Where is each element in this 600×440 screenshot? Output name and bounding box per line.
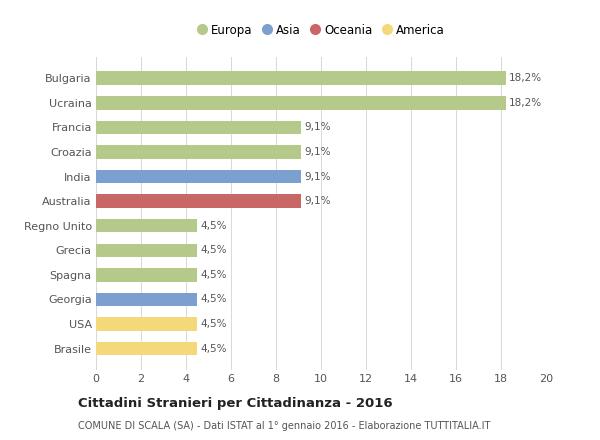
Text: 9,1%: 9,1% (304, 122, 331, 132)
Text: 9,1%: 9,1% (304, 172, 331, 182)
Bar (96, 170, 301, 183)
Bar (96, 342, 197, 356)
Text: COMUNE DI SCALA (SA) - Dati ISTAT al 1° gennaio 2016 - Elaborazione TUTTITALIA.I: COMUNE DI SCALA (SA) - Dati ISTAT al 1° … (78, 421, 490, 431)
Bar (96, 268, 197, 282)
Bar (96, 219, 197, 232)
Bar (96, 96, 505, 110)
Text: 4,5%: 4,5% (200, 245, 227, 255)
Text: 4,5%: 4,5% (200, 294, 227, 304)
Bar (96, 293, 197, 306)
Text: 4,5%: 4,5% (200, 344, 227, 354)
Text: 4,5%: 4,5% (200, 221, 227, 231)
Text: 9,1%: 9,1% (304, 147, 331, 157)
Text: 4,5%: 4,5% (200, 319, 227, 329)
Text: 9,1%: 9,1% (304, 196, 331, 206)
Text: 4,5%: 4,5% (200, 270, 227, 280)
Bar (96, 243, 197, 257)
Bar (96, 145, 301, 159)
Legend: Europa, Asia, Oceania, America: Europa, Asia, Oceania, America (192, 19, 450, 42)
Bar (96, 121, 301, 134)
Bar (96, 317, 197, 331)
Bar (96, 71, 505, 85)
Text: 18,2%: 18,2% (509, 73, 542, 83)
Text: 18,2%: 18,2% (509, 98, 542, 108)
Bar (96, 194, 301, 208)
Text: Cittadini Stranieri per Cittadinanza - 2016: Cittadini Stranieri per Cittadinanza - 2… (78, 397, 392, 410)
